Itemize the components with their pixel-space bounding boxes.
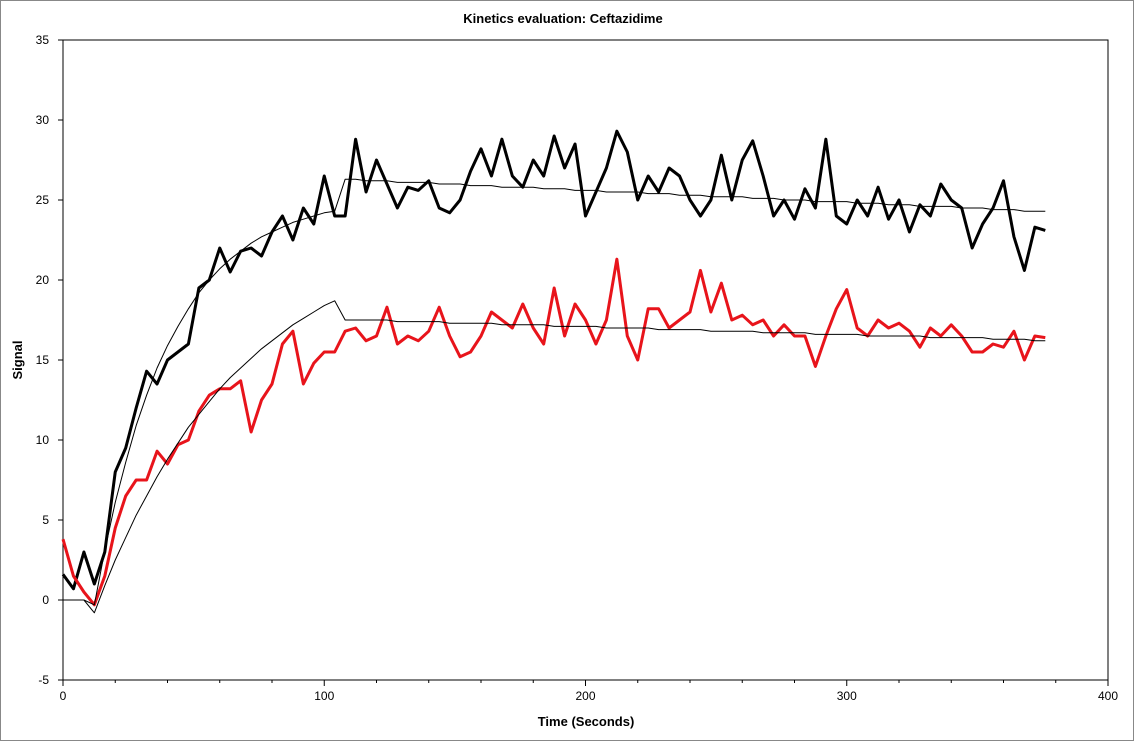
y-tick-label: 25	[36, 193, 50, 207]
x-tick-label: 300	[837, 689, 857, 703]
data-line	[63, 178, 1046, 606]
chart-title: Kinetics evaluation: Ceftazidime	[463, 11, 662, 26]
y-tick-label: 15	[36, 353, 50, 367]
y-axis-label: Signal	[10, 340, 25, 379]
y-tick-label: 30	[36, 113, 50, 127]
y-tick-label: 35	[36, 33, 50, 47]
y-tick-label: 5	[42, 513, 49, 527]
x-tick-label: 200	[575, 689, 595, 703]
y-tick-label: 0	[42, 593, 49, 607]
x-axis-label: Time (Seconds)	[538, 714, 635, 729]
y-tick-label: 10	[36, 433, 50, 447]
y-tick-label: 20	[36, 273, 50, 287]
y-tick-label: -5	[38, 673, 49, 687]
data-line	[61, 257, 1046, 607]
x-tick-label: 100	[314, 689, 334, 703]
data-line	[61, 129, 1046, 591]
data-line	[63, 300, 1046, 614]
x-tick-label: 0	[60, 689, 67, 703]
x-tick-label: 400	[1098, 689, 1118, 703]
